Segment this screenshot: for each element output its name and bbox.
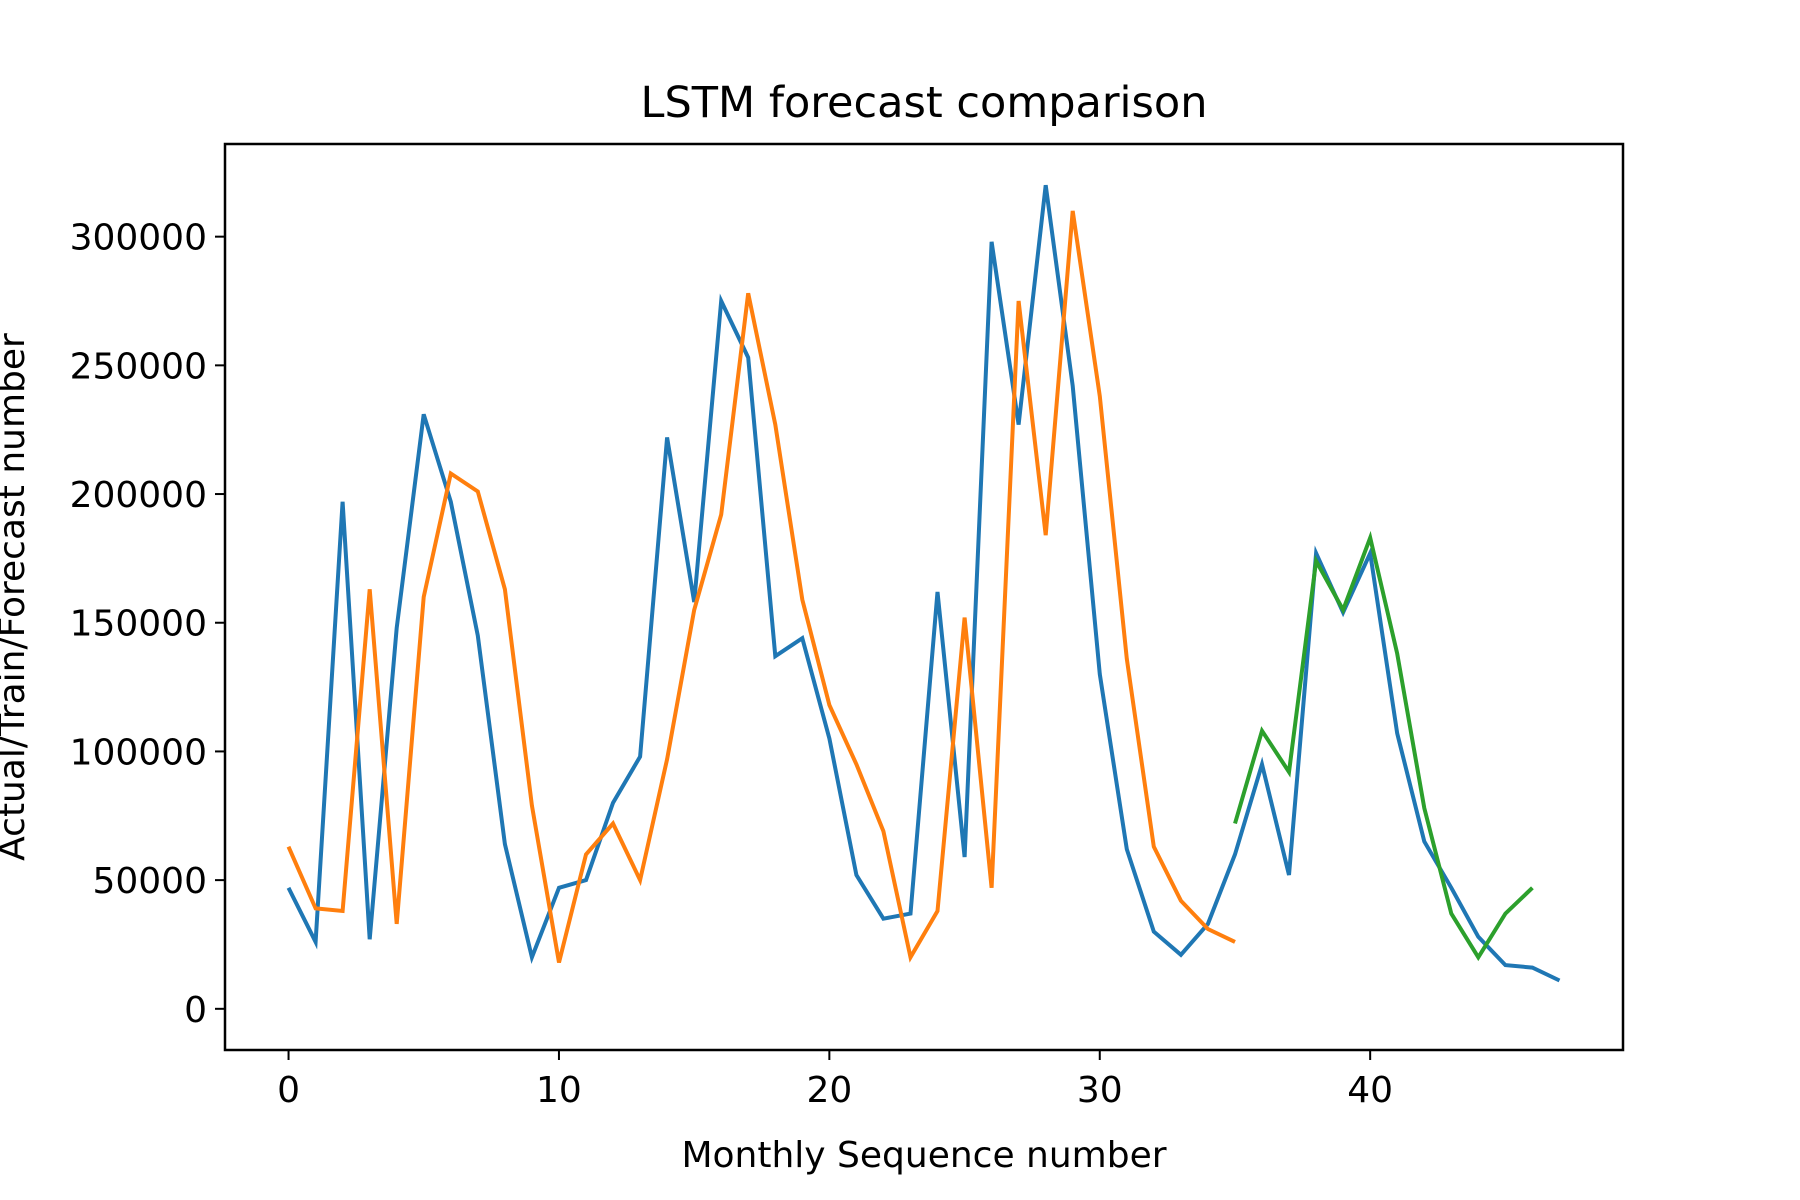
- y-tick-label: 0: [184, 990, 207, 1031]
- plot-frame: [223, 142, 1625, 1052]
- y-tick-label: 50000: [92, 861, 207, 902]
- x-tick-label: 0: [277, 1070, 300, 1111]
- y-axis-label: Actual/Train/Forecast number: [0, 333, 33, 861]
- series-group: [286, 184, 1561, 983]
- x-tick-label: 30: [1077, 1070, 1123, 1111]
- y-tick-label: 250000: [70, 346, 207, 387]
- y-tick-label: 100000: [70, 732, 207, 773]
- y-tick-label: 200000: [70, 475, 207, 516]
- x-axis-label: Monthly Sequence number: [681, 1135, 1166, 1176]
- y-tick-label: 150000: [70, 604, 207, 645]
- x-axis: 0 10 20 30 40: [277, 1050, 1393, 1111]
- series-line-3: [1233, 530, 1534, 962]
- x-tick-label: 20: [806, 1070, 852, 1111]
- y-axis: 0 50000 100000 150000 200000 250000 300000: [70, 218, 225, 1031]
- y-tick-label: 300000: [70, 218, 207, 259]
- chart-title: LSTM forecast comparison: [641, 78, 1208, 128]
- x-tick-label: 10: [536, 1070, 582, 1111]
- x-tick-label: 40: [1347, 1070, 1393, 1111]
- series-line-2: [286, 210, 1236, 963]
- series-line-1: [286, 184, 1561, 983]
